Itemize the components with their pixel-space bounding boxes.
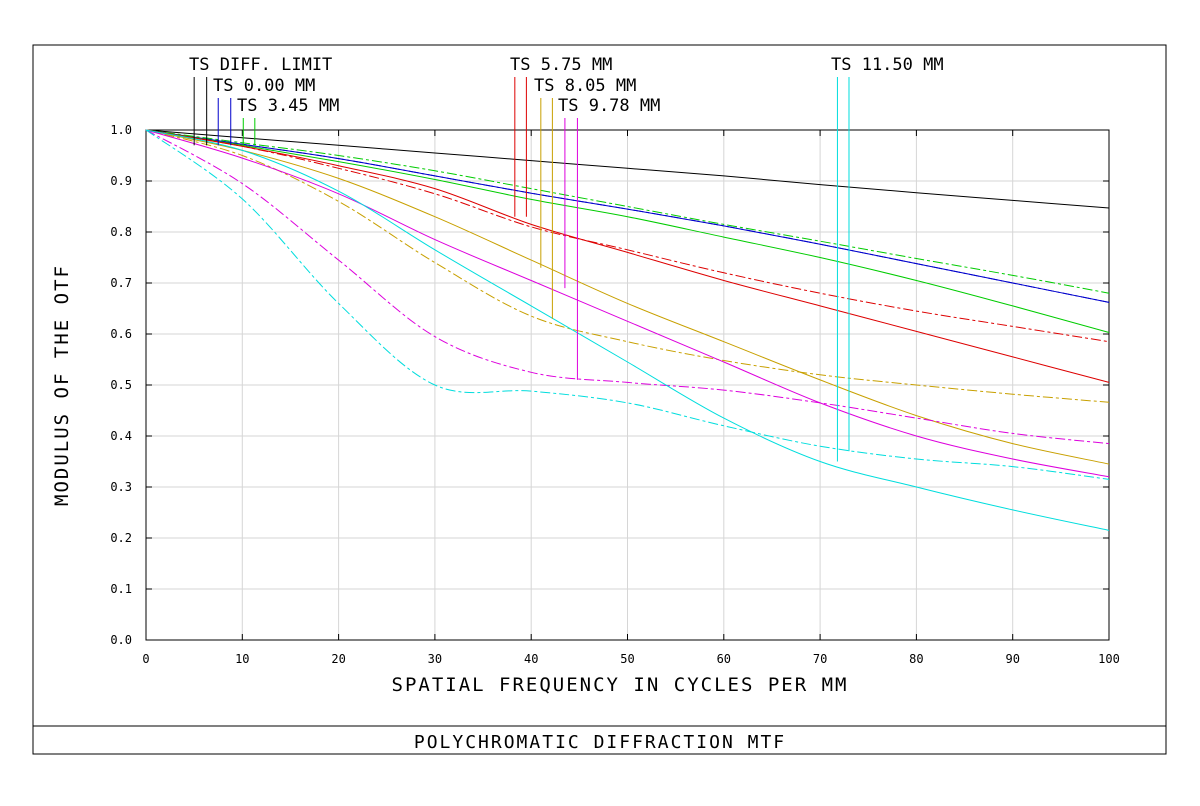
- legend-label: TS 0.00 MM: [213, 76, 315, 96]
- series-line-4-sagittal: [145, 129, 1110, 294]
- y-tick-label: 0.1: [110, 582, 132, 596]
- legend-label: TS 8.05 MM: [534, 76, 636, 96]
- ticks-layer: 0 10 20 30 40 50 60 70 80 90 100 0.0 0.1 0.2 0.3 0.4 0.5…: [110, 123, 1120, 666]
- x-tick-label: 50: [620, 652, 634, 666]
- x-tick-label: 10: [235, 652, 249, 666]
- series-line-12-sagittal: [145, 129, 1110, 480]
- y-tick-label: 0.3: [110, 480, 132, 494]
- y-tick-label: 0.5: [110, 378, 132, 392]
- legend-label: TS 3.45 MM: [237, 96, 339, 116]
- series-line-10-sagittal: [145, 129, 1110, 445]
- x-tick-label: 0: [142, 652, 149, 666]
- x-tick-label: 100: [1098, 652, 1120, 666]
- y-tick-label: 0.4: [110, 429, 132, 443]
- series-line-7-tangential: [145, 129, 1110, 465]
- y-tick-label: 0.9: [110, 174, 132, 188]
- x-tick-label: 60: [717, 652, 731, 666]
- x-tick-label: 30: [428, 652, 442, 666]
- legend-label: TS 9.78 MM: [558, 96, 660, 116]
- y-tick-label: 0.2: [110, 531, 132, 545]
- series-line-3-tangential: [145, 129, 1110, 333]
- y-tick-label: 1.0: [110, 123, 132, 137]
- x-tick-label: 70: [813, 652, 827, 666]
- x-tick-label: 40: [524, 652, 538, 666]
- x-tick-label: 80: [909, 652, 923, 666]
- x-axis-title: SPATIAL FREQUENCY IN CYCLES PER MM: [392, 674, 849, 696]
- legend-label: TS 5.75 MM: [510, 55, 612, 75]
- grid-layer: [146, 130, 1109, 640]
- series-line-0-tangential: [145, 129, 1110, 209]
- chart-title: POLYCHROMATIC DIFFRACTION MTF: [414, 732, 786, 753]
- x-tick-label: 90: [1005, 652, 1019, 666]
- y-tick-label: 0.7: [110, 276, 132, 290]
- series-line-9-tangential: [145, 129, 1110, 478]
- y-tick-label: 0.0: [110, 633, 132, 647]
- series-line-2-sagittal: [145, 129, 1110, 303]
- x-tick-label: 20: [331, 652, 345, 666]
- series-line-8-sagittal: [145, 129, 1110, 403]
- legend-label: TS DIFF. LIMIT: [189, 55, 332, 75]
- series-line-11-tangential: [145, 129, 1110, 531]
- y-tick-label: 0.8: [110, 225, 132, 239]
- y-tick-label: 0.6: [110, 327, 132, 341]
- series-line-5-tangential: [145, 129, 1110, 383]
- series-layer: [145, 129, 1110, 531]
- y-axis-title: MODULUS OF THE OTF: [51, 264, 73, 506]
- outer-frame: [32, 44, 1167, 755]
- series-line-6-sagittal: [145, 129, 1110, 343]
- legend-label: TS 11.50 MM: [831, 55, 944, 75]
